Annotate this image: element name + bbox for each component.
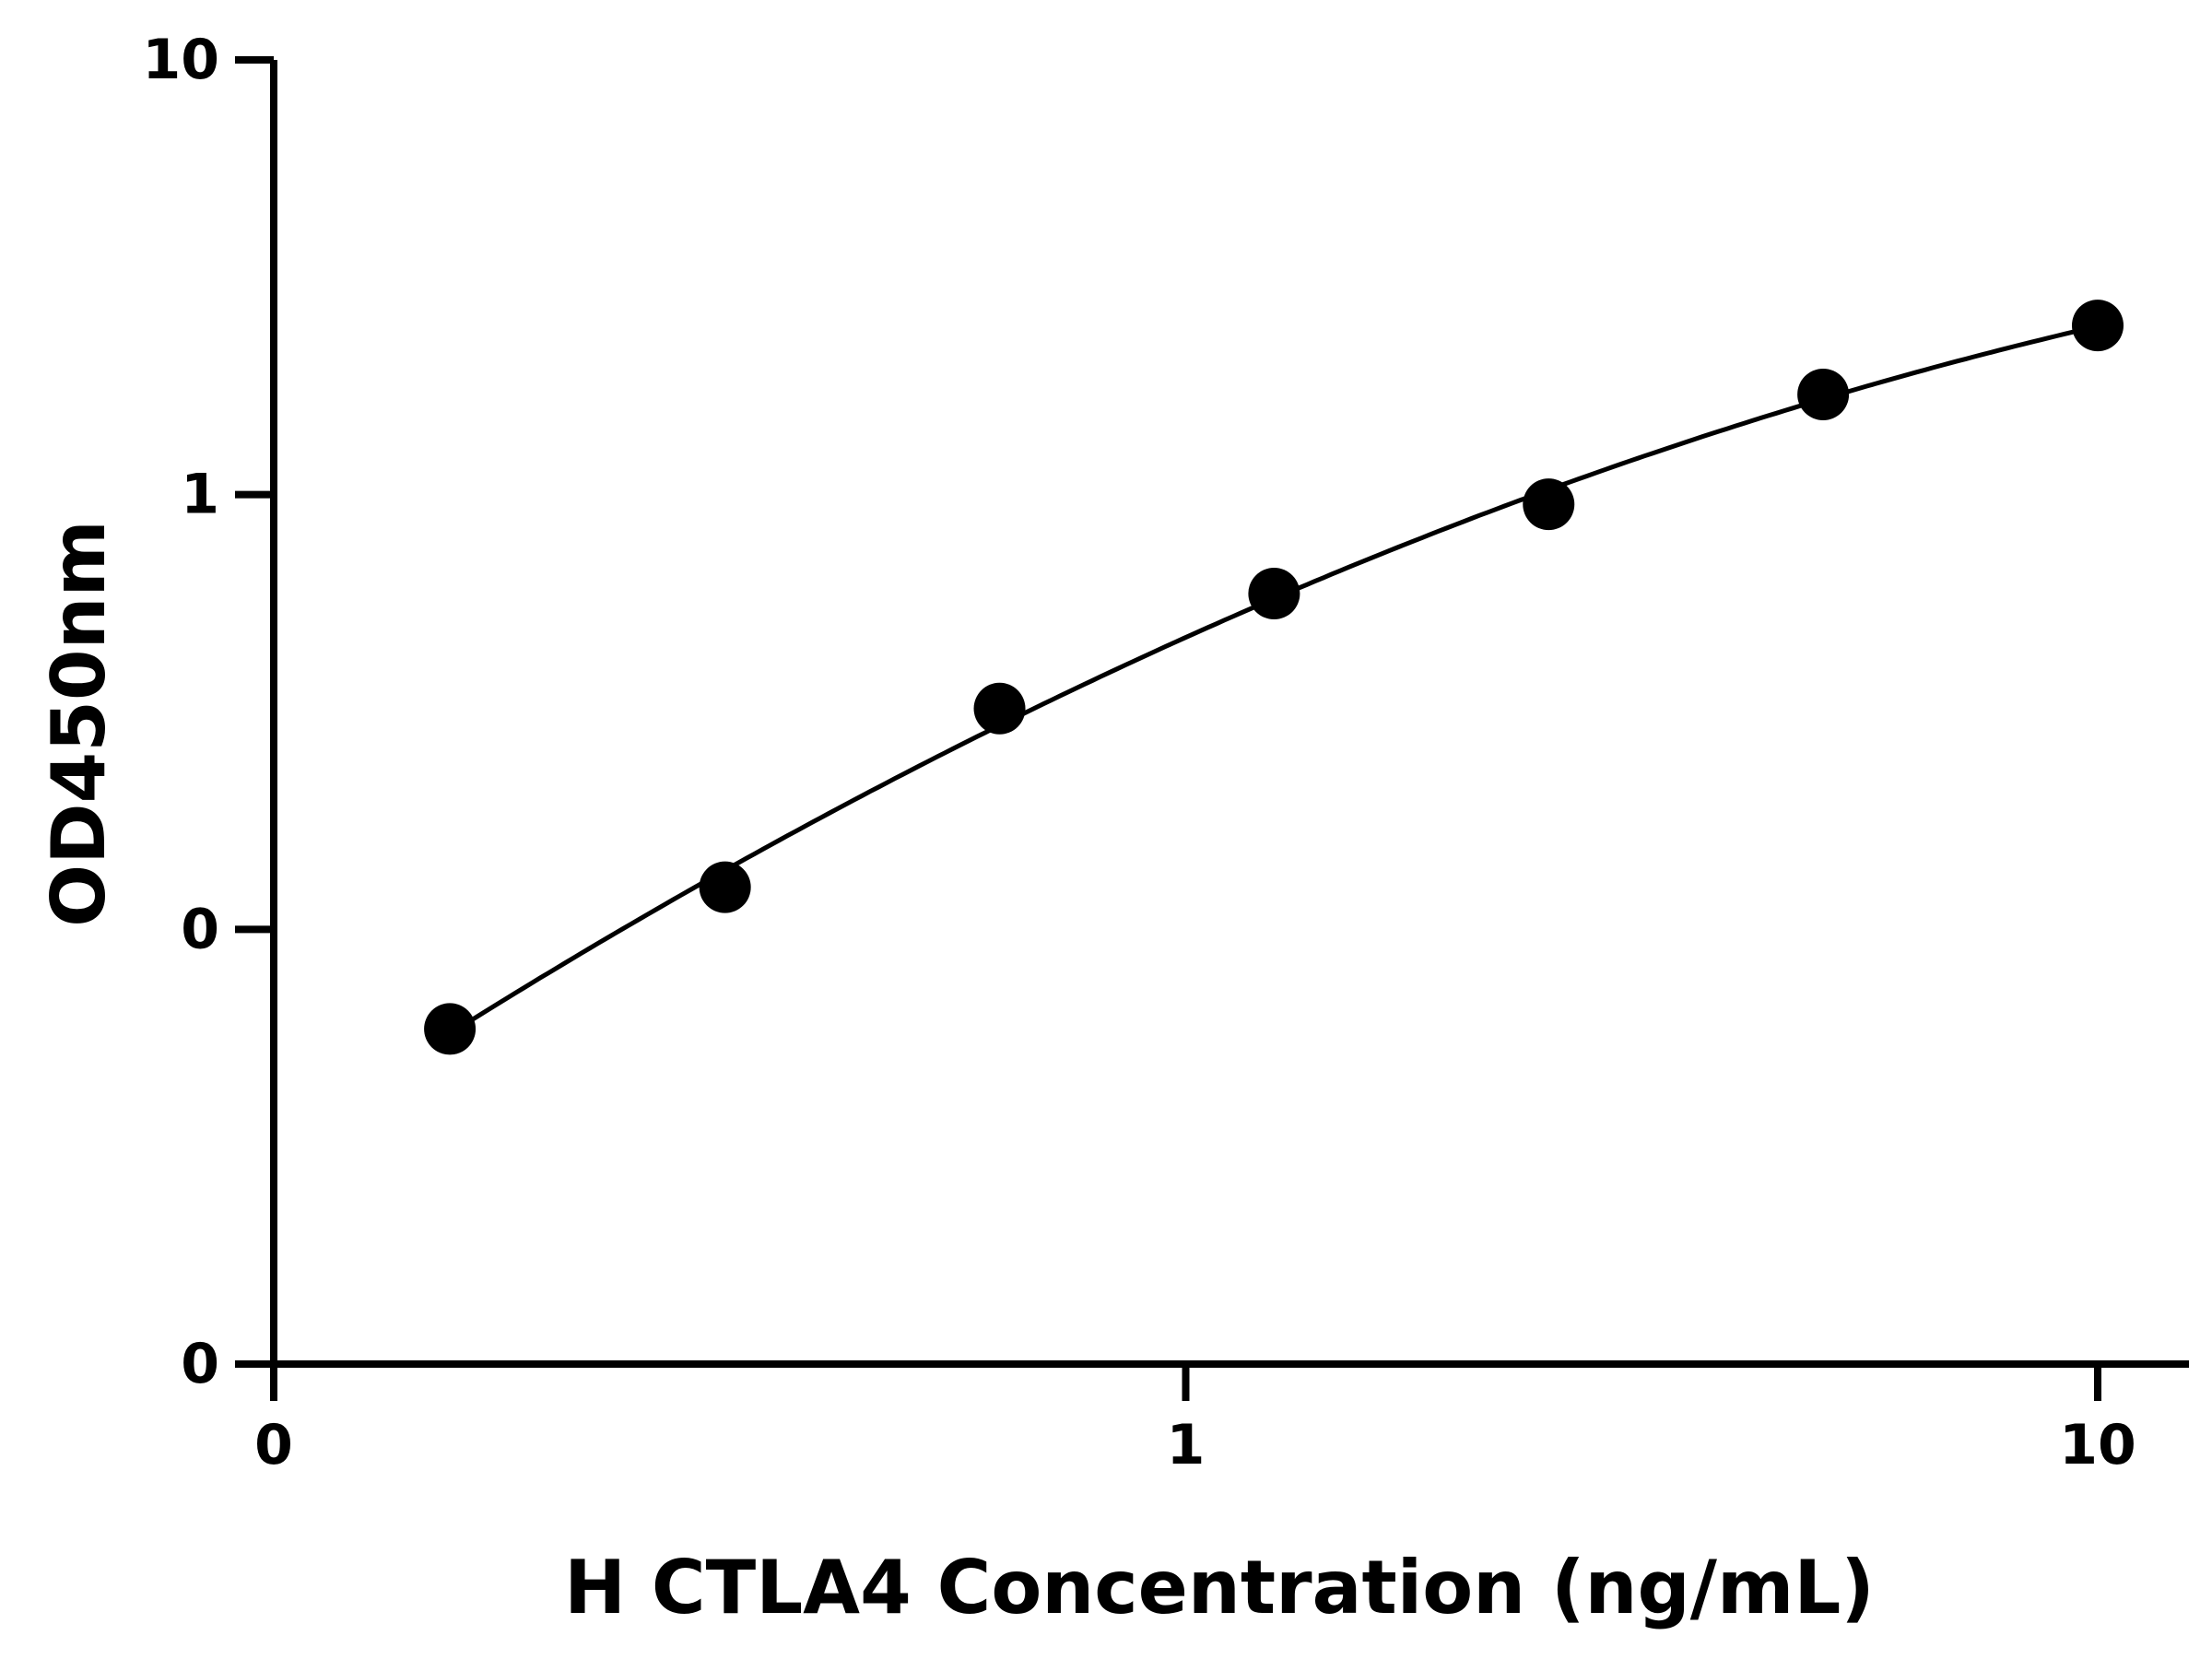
x-tick-label: 0 (254, 1413, 293, 1477)
fit-curve-layer (448, 324, 2099, 1036)
data-point (973, 682, 1026, 735)
y-tick-label: 10 (143, 28, 220, 92)
data-point (699, 861, 751, 913)
fit-curve-line (448, 324, 2099, 1036)
x-tick-label: 10 (2059, 1413, 2136, 1477)
x-axis-title: H CTLA4 Concentration (ng/mL) (564, 1545, 1875, 1630)
data-point (1797, 368, 1850, 420)
axes-layer (235, 60, 2189, 1368)
y-tick-label: 0 (181, 897, 219, 961)
data-point (1248, 568, 1300, 620)
y-tick-label: 0 (181, 1332, 219, 1396)
x-tick-label: 1 (1167, 1413, 1206, 1477)
y-axis-title: OD450nm (36, 520, 122, 927)
data-point (1523, 478, 1575, 531)
data-point (424, 1003, 477, 1055)
data-points-layer (424, 300, 2124, 1055)
y-tick-label: 1 (181, 463, 219, 527)
data-point (2072, 300, 2124, 352)
